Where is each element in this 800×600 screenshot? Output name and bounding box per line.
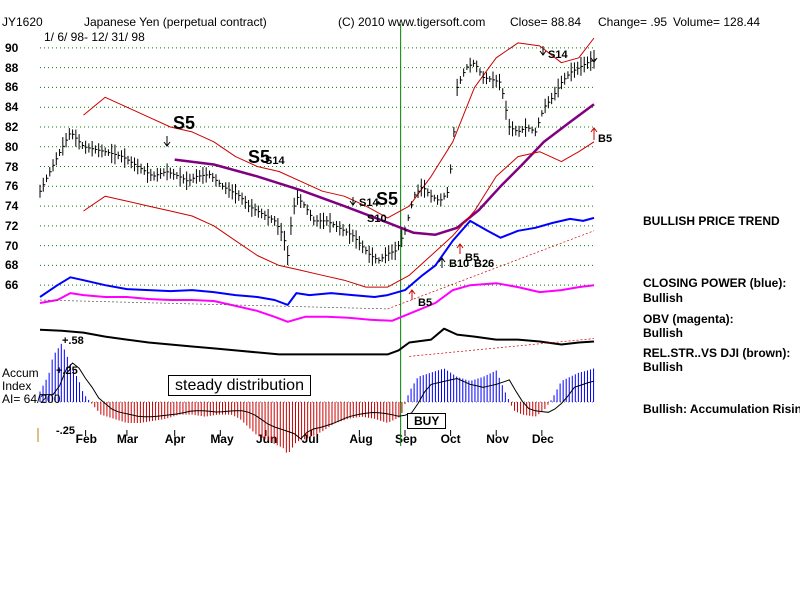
month-label: Aug [349,432,373,446]
signal-arrowhead [539,50,547,56]
accum-average-line [40,362,595,440]
month-label: Jul [301,432,319,446]
closing-power-value: Bullish [643,291,684,305]
trend-dotted-line [409,338,595,357]
accum-label-line3: AI= 64/200 [2,392,61,406]
y-tick-label: 78 [5,159,19,174]
rel-strength-value: Bullish [643,360,684,374]
buy-signal-label: B5 [465,252,480,264]
rel-strength-label: REL.STR..VS DJI (brown): [643,346,791,360]
signal-arrowhead [408,289,416,295]
lower-band-line [83,141,595,288]
accum-tick-upper: +.58 [62,335,84,347]
month-label: Feb [75,432,97,446]
sell-signal-label: S5 [173,113,196,133]
sell-signal-label: S14 [265,155,285,167]
instrument-name: Japanese Yen (perpetual contract) [84,15,267,29]
accumulation-status: Bullish: Accumulation Rising [643,402,800,416]
obv-label: OBV (magenta): [643,312,734,326]
sell-signal-label: S10 [367,213,387,225]
month-label: Nov [486,432,509,446]
y-tick-label: 88 [5,60,19,75]
y-tick-label: 82 [5,119,19,134]
y-tick-label: 72 [5,218,19,233]
y-tick-label: 84 [5,100,19,115]
sell-signal-label: S5 [376,189,399,209]
y-tick-label: 70 [5,238,19,253]
month-label: Dec [531,432,554,446]
y-tick-label: 86 [5,80,19,95]
y-tick-label: 66 [5,278,19,293]
signal-arrowhead [163,141,171,147]
obv-line [39,282,595,323]
accum-label-line1: Accum [2,366,39,380]
accum-label-line2: Index [2,379,32,393]
volume-value: Volume= 128.44 [673,15,761,29]
signal-arrowhead [590,127,598,133]
signal-arrowhead [590,57,598,63]
buy-signal-label: B10 [449,258,470,270]
relative-strength-line [39,327,595,356]
trend-label: BULLISH PRICE TREND [643,214,780,228]
accum-tick-plus: +.25 [56,365,78,377]
sell-signal-label: S14 [359,197,379,209]
change-value: Change= .95 [598,15,668,29]
month-label: Apr [164,432,186,446]
y-tick-label: 80 [5,139,19,154]
sell-signal-label: S14 [548,49,568,61]
month-label: May [210,432,234,446]
buy-signal-label: B26 [474,258,495,270]
y-tick-label: 68 [5,258,19,273]
trend-dotted-line [39,299,388,310]
accum-tick-minus: -.25 [56,425,75,437]
y-tick-label: 74 [5,199,19,214]
symbol: JY1620 [2,15,43,29]
buy-signal-label: B5 [598,133,613,145]
closing-power-line [39,216,595,306]
close-value: Close= 88.84 [510,15,582,29]
y-tick-label: 90 [5,40,19,55]
copyright: (C) 2010 www.tigersoft.com [338,15,486,29]
obv-value: Bullish [643,326,684,340]
signal-arrowhead [349,200,357,206]
y-tick-label: 76 [5,179,19,194]
month-label: Mar [116,432,139,446]
moving-average-line [174,103,595,236]
month-label: Oct [440,432,461,446]
trend-dotted-line [387,230,595,310]
distribution-callout: steady distribution [168,375,311,396]
signal-arrowhead [438,257,446,263]
closing-power-label: CLOSING POWER (blue): [643,276,787,290]
buy-signal-label: B5 [418,297,433,309]
sell-signal-label: S5 [248,147,271,167]
month-label: Jun [255,432,278,446]
date-range: 1/ 6/ 98- 12/ 31/ 98 [44,30,145,44]
signal-arrowhead [456,243,464,249]
buy-callout: BUY [407,413,447,429]
upper-band-line [83,37,595,219]
